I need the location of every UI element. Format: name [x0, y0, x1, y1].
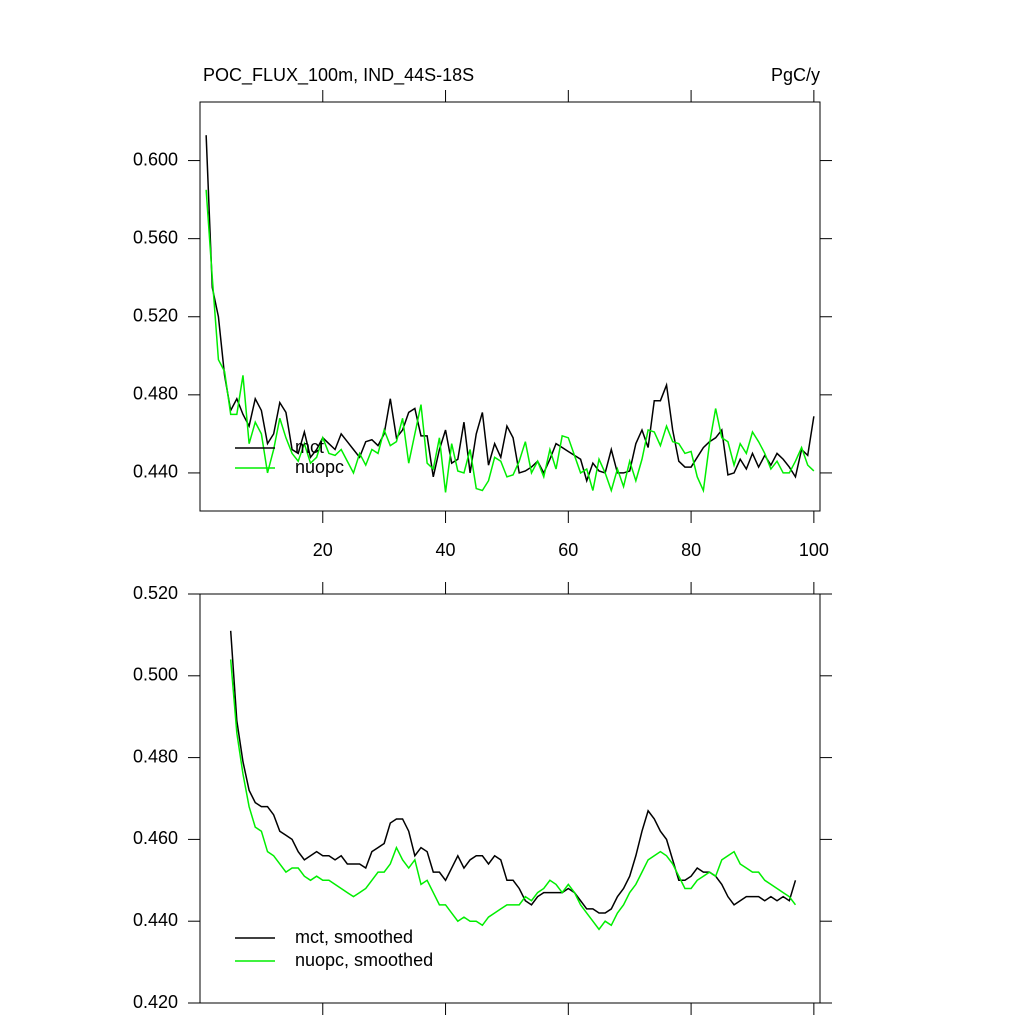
units-label: PgC/y: [771, 65, 820, 85]
series-line: [205, 135, 815, 484]
chart-title: POC_FLUX_100m, IND_44S-18S: [203, 65, 474, 86]
series-line: [229, 659, 797, 931]
series-line: [229, 630, 797, 914]
legend-label: nuopc: [295, 457, 344, 477]
y-tick-label: 0.520: [133, 583, 178, 603]
x-tick-label: 80: [681, 540, 701, 560]
legend-label: mct, smoothed: [295, 927, 413, 947]
plot-frame: [199, 593, 821, 1004]
y-tick-label: 0.560: [133, 227, 178, 247]
y-tick-label: 0.460: [133, 828, 178, 848]
y-tick-label: 0.500: [133, 665, 178, 685]
legend-label: mct: [295, 437, 324, 457]
y-tick-label: 0.480: [133, 746, 178, 766]
y-tick-label: 0.440: [133, 462, 178, 482]
y-tick-label: 0.420: [133, 992, 178, 1012]
y-tick-label: 0.520: [133, 305, 178, 325]
plot-frame: [199, 101, 821, 512]
y-tick-label: 0.480: [133, 384, 178, 404]
y-tick-label: 0.440: [133, 910, 178, 930]
x-tick-label: 20: [313, 540, 333, 560]
legend-label: nuopc, smoothed: [295, 950, 433, 970]
x-tick-label: 40: [436, 540, 456, 560]
x-tick-label: 100: [799, 540, 829, 560]
y-tick-label: 0.600: [133, 149, 178, 169]
series-line: [205, 189, 815, 494]
x-tick-label: 60: [558, 540, 578, 560]
